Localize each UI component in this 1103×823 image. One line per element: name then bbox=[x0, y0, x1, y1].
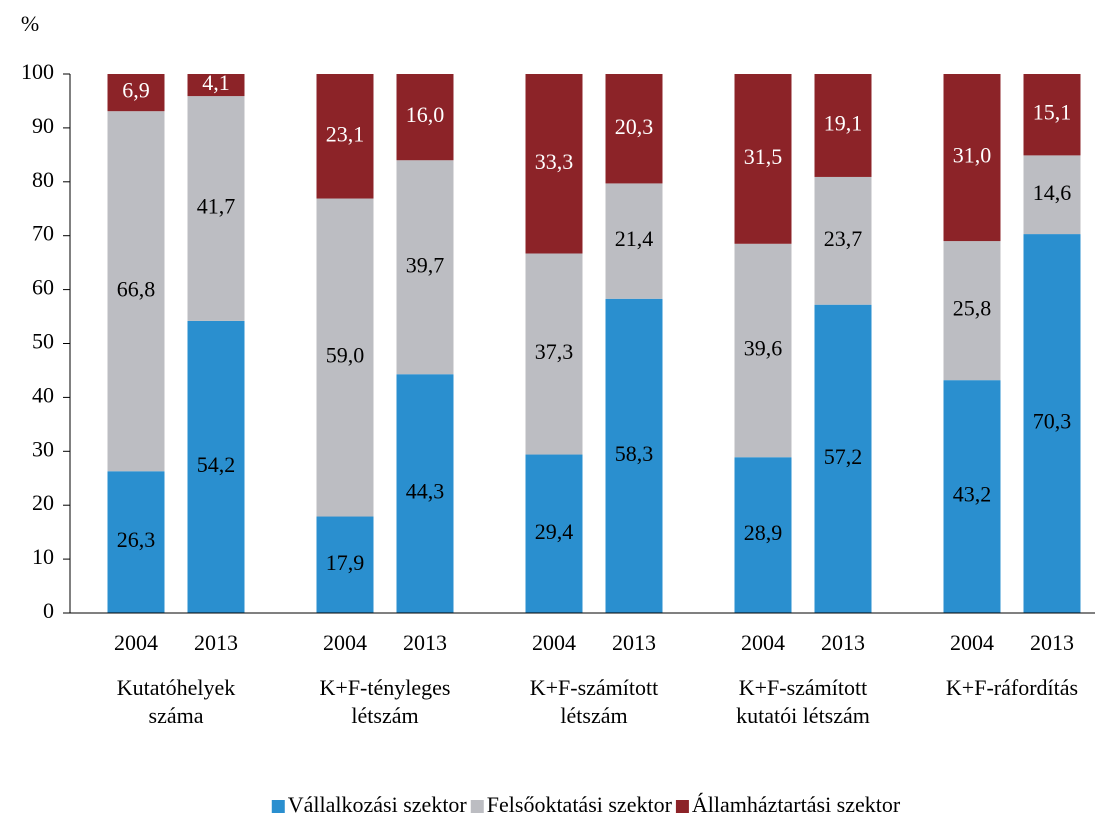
data-label: 57,2 bbox=[824, 444, 863, 469]
bar-segment bbox=[943, 74, 1001, 242]
x-tick-label: 2004 bbox=[950, 630, 994, 655]
y-tick-label: 60 bbox=[32, 275, 54, 300]
legend-label: Felsőoktatási szektor bbox=[487, 792, 673, 817]
data-label: 59,0 bbox=[326, 343, 365, 368]
legend-label: Államháztartási szektor bbox=[692, 792, 901, 817]
data-label: 39,7 bbox=[406, 252, 445, 277]
legend-swatch bbox=[675, 800, 689, 813]
data-label: 20,3 bbox=[615, 114, 654, 139]
data-label: 33,3 bbox=[535, 149, 574, 174]
bar-segment bbox=[605, 298, 663, 613]
data-label: 17,9 bbox=[326, 550, 365, 575]
y-tick-label: 50 bbox=[32, 329, 54, 354]
data-label: 16,0 bbox=[406, 102, 445, 127]
y-tick-label: 30 bbox=[32, 436, 54, 461]
bar-segment bbox=[525, 74, 583, 254]
data-label: 23,1 bbox=[326, 121, 365, 146]
bar-segment bbox=[734, 74, 792, 244]
data-label: 23,7 bbox=[824, 226, 863, 251]
y-tick-label: 0 bbox=[43, 598, 54, 623]
bar-segment bbox=[525, 253, 583, 455]
group-label: K+F-ráfordítás bbox=[946, 675, 1078, 700]
bar-segment bbox=[107, 111, 165, 472]
bar-segment bbox=[943, 241, 1001, 381]
group-label: száma bbox=[149, 703, 204, 728]
bar-segment bbox=[734, 457, 792, 613]
bar-segment bbox=[1023, 234, 1081, 613]
y-tick-label: 20 bbox=[32, 490, 54, 515]
bar-segment bbox=[187, 320, 245, 613]
bar-segment bbox=[605, 74, 663, 184]
data-label: 4,1 bbox=[202, 70, 230, 95]
data-label: 15,1 bbox=[1033, 100, 1072, 125]
data-label: 6,9 bbox=[122, 78, 150, 103]
bar-segment bbox=[525, 454, 583, 613]
data-label: 41,7 bbox=[197, 194, 236, 219]
data-label: 19,1 bbox=[824, 111, 863, 136]
y-tick-label: 100 bbox=[21, 59, 54, 84]
legend-label: Vállalkozási szektor bbox=[288, 792, 468, 817]
bar-segment bbox=[396, 160, 454, 375]
y-tick-label: 90 bbox=[32, 113, 54, 138]
y-tick-label: 10 bbox=[32, 544, 54, 569]
data-label: 37,3 bbox=[535, 339, 574, 364]
bar-segment bbox=[396, 374, 454, 613]
data-label: 43,2 bbox=[953, 482, 992, 507]
bar-segment bbox=[734, 243, 792, 458]
group-label: Kutatóhelyek bbox=[117, 675, 236, 700]
data-label: 29,4 bbox=[535, 519, 574, 544]
data-label: 44,3 bbox=[406, 479, 445, 504]
data-label: 21,4 bbox=[615, 226, 654, 251]
group-label: K+F-számított bbox=[530, 675, 659, 700]
group-label: K+F-számított bbox=[739, 675, 868, 700]
bar-segment bbox=[943, 380, 1001, 613]
data-label: 70,3 bbox=[1033, 409, 1072, 434]
bar-segment bbox=[187, 74, 245, 97]
bar-segment bbox=[316, 198, 374, 517]
data-label: 54,2 bbox=[197, 452, 236, 477]
bar-segment bbox=[1023, 155, 1081, 235]
bar-segment bbox=[814, 304, 872, 613]
bar-segment bbox=[396, 74, 454, 161]
group-label: létszám bbox=[560, 703, 627, 728]
data-label: 39,6 bbox=[744, 336, 783, 361]
bar-segment bbox=[605, 183, 663, 299]
y-tick-label: 70 bbox=[32, 221, 54, 246]
y-tick-label: 40 bbox=[32, 382, 54, 407]
x-tick-label: 2013 bbox=[612, 630, 656, 655]
x-tick-label: 2004 bbox=[741, 630, 785, 655]
x-tick-label: 2004 bbox=[114, 630, 158, 655]
bar-segment bbox=[814, 176, 872, 305]
y-axis-label: % bbox=[21, 11, 39, 36]
x-tick-label: 2013 bbox=[821, 630, 865, 655]
bar-segment bbox=[107, 471, 165, 613]
data-label: 58,3 bbox=[615, 441, 654, 466]
bar-segment bbox=[814, 74, 872, 177]
group-label: K+F-tényleges bbox=[320, 675, 451, 700]
x-tick-label: 2013 bbox=[194, 630, 238, 655]
y-tick-label: 80 bbox=[32, 167, 54, 192]
data-label: 25,8 bbox=[953, 296, 992, 321]
data-label: 26,3 bbox=[117, 527, 156, 552]
data-label: 31,0 bbox=[953, 143, 992, 168]
data-label: 14,6 bbox=[1033, 180, 1072, 205]
data-label: 28,9 bbox=[744, 520, 783, 545]
bar-segment bbox=[316, 516, 374, 613]
legend-swatch bbox=[470, 800, 484, 813]
bar-segment bbox=[316, 74, 374, 199]
x-tick-label: 2004 bbox=[323, 630, 367, 655]
legend-swatch bbox=[271, 800, 285, 813]
group-label: kutatói létszám bbox=[736, 703, 870, 728]
bar-segment bbox=[187, 96, 245, 321]
bar-segment bbox=[1023, 74, 1081, 156]
group-label: létszám bbox=[351, 703, 418, 728]
data-label: 31,5 bbox=[744, 144, 783, 169]
x-tick-label: 2004 bbox=[532, 630, 576, 655]
bar-segment bbox=[107, 74, 165, 112]
x-tick-label: 2013 bbox=[1030, 630, 1074, 655]
data-label: 66,8 bbox=[117, 276, 156, 301]
x-tick-label: 2013 bbox=[403, 630, 447, 655]
